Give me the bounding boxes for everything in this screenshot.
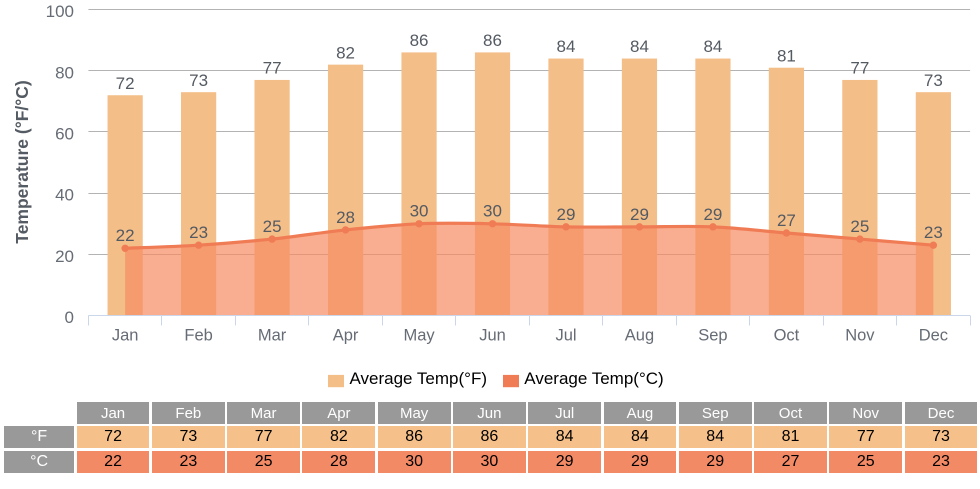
svg-text:84: 84 [557,37,576,56]
svg-text:100: 100 [46,2,74,21]
svg-text:Nov: Nov [845,327,875,345]
svg-text:29: 29 [630,205,649,224]
svg-text:80: 80 [55,63,74,82]
svg-text:25: 25 [850,217,869,236]
svg-text:81: 81 [777,46,796,65]
svg-text:Average Temp(°F): Average Temp(°F) [350,369,488,388]
svg-text:Feb: Feb [184,327,212,345]
svg-text:73: 73 [924,71,943,90]
svg-text:Jun: Jun [479,327,506,345]
svg-text:40: 40 [55,186,74,205]
svg-text:Sep: Sep [698,327,727,345]
svg-text:30: 30 [410,202,429,221]
svg-text:May: May [403,327,435,345]
svg-text:77: 77 [850,59,869,78]
svg-text:Oct: Oct [774,327,800,345]
svg-text:82: 82 [336,43,355,62]
svg-text:60: 60 [55,124,74,143]
svg-text:73: 73 [189,71,208,90]
svg-text:Temperature (°F/°C): Temperature (°F/°C) [12,80,32,243]
svg-text:72: 72 [116,74,135,93]
svg-text:Dec: Dec [919,327,948,345]
svg-text:29: 29 [703,205,722,224]
svg-text:20: 20 [55,247,74,266]
svg-text:23: 23 [189,223,208,242]
svg-text:29: 29 [557,205,576,224]
svg-text:23: 23 [924,223,943,242]
svg-text:22: 22 [116,226,135,245]
svg-text:27: 27 [777,211,796,230]
svg-text:Average Temp(°C): Average Temp(°C) [524,369,663,388]
svg-text:25: 25 [263,217,282,236]
svg-text:Mar: Mar [258,327,287,345]
svg-text:0: 0 [65,308,74,327]
svg-text:Jan: Jan [112,327,139,345]
svg-text:30: 30 [483,202,502,221]
svg-text:77: 77 [263,59,282,78]
svg-text:86: 86 [483,31,502,50]
svg-text:84: 84 [630,37,649,56]
svg-text:86: 86 [410,31,429,50]
svg-text:84: 84 [703,37,722,56]
svg-text:28: 28 [336,208,355,227]
svg-text:Jul: Jul [555,327,576,345]
svg-text:Aug: Aug [625,327,654,345]
svg-text:Apr: Apr [333,327,359,345]
